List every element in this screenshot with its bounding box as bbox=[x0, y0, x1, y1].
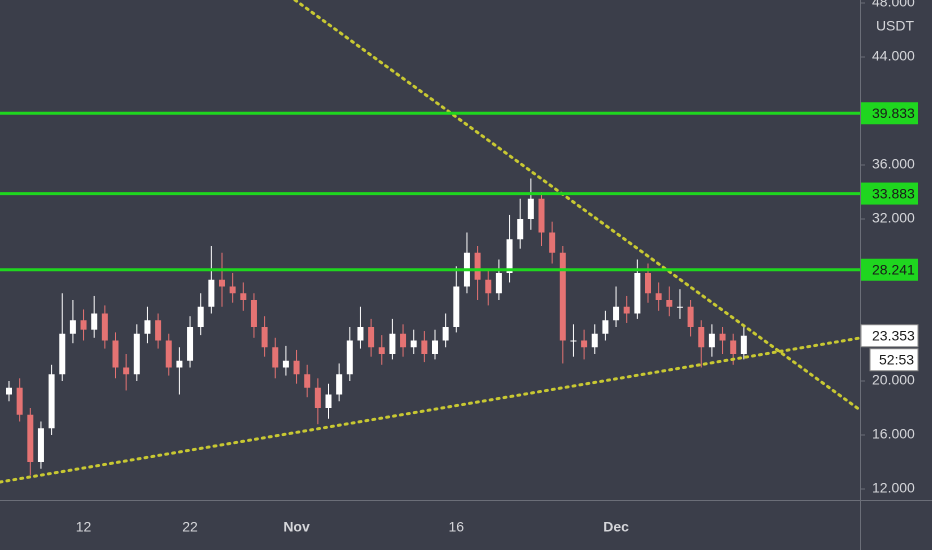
last-price-box bbox=[860, 324, 919, 348]
candle-body bbox=[91, 313, 98, 330]
y-tick-label: 48.000 bbox=[872, 0, 915, 10]
candle-body bbox=[229, 286, 236, 294]
candle-body bbox=[432, 340, 438, 354]
x-tick-label: Nov bbox=[283, 519, 310, 535]
candle-body bbox=[485, 279, 492, 294]
candle-body bbox=[133, 333, 140, 375]
candle-body bbox=[549, 232, 556, 253]
countdown-box bbox=[869, 348, 919, 372]
candle-body bbox=[123, 367, 130, 375]
level-label: 39.833 bbox=[872, 105, 915, 121]
candle-body bbox=[698, 326, 705, 348]
candle-body bbox=[27, 414, 34, 462]
y-tick-label: 32.000 bbox=[872, 210, 915, 226]
candle-body bbox=[676, 306, 683, 308]
candle-body bbox=[336, 374, 343, 395]
candle-body bbox=[613, 306, 620, 321]
candle-body bbox=[527, 198, 534, 219]
candle-body bbox=[581, 340, 588, 348]
candle-body bbox=[645, 272, 651, 294]
currency-label: USDT bbox=[876, 18, 915, 34]
candle-body bbox=[272, 347, 279, 368]
candle-body bbox=[655, 293, 662, 300]
candle-body bbox=[261, 326, 268, 348]
plot bbox=[6, 178, 747, 476]
candle-body bbox=[740, 335, 747, 354]
candle-body bbox=[37, 428, 44, 462]
candle-body bbox=[378, 347, 385, 354]
level-label-box bbox=[861, 182, 918, 205]
candle-body bbox=[112, 340, 119, 368]
level-label: 28.241 bbox=[872, 261, 915, 277]
candle-body bbox=[346, 340, 353, 375]
candle-body bbox=[165, 340, 172, 368]
candle-body bbox=[59, 333, 66, 375]
candle-body bbox=[80, 320, 87, 330]
candle-body bbox=[708, 333, 715, 348]
trend-line bbox=[293, 0, 862, 412]
candle-body bbox=[410, 340, 417, 348]
candle-body bbox=[304, 374, 311, 388]
candle-body bbox=[623, 306, 630, 314]
level-label-box bbox=[861, 258, 918, 281]
candle-body bbox=[400, 333, 407, 348]
y-tick-label: 12.000 bbox=[872, 480, 915, 496]
candle-body bbox=[730, 340, 737, 354]
candle-body bbox=[187, 326, 194, 361]
y-tick-label: 44.000 bbox=[872, 48, 915, 64]
candle-body bbox=[325, 394, 332, 408]
candle-body bbox=[421, 340, 428, 354]
countdown-label: 52:53 bbox=[879, 351, 914, 367]
x-tick-label: 16 bbox=[449, 519, 465, 535]
candle-body bbox=[282, 360, 289, 368]
x-tick-label: Dec bbox=[603, 519, 629, 535]
candle-body bbox=[453, 286, 460, 327]
candle-body bbox=[687, 306, 694, 327]
candle-body bbox=[155, 320, 162, 341]
candle-body bbox=[666, 299, 673, 307]
y-tick-label: 36.000 bbox=[872, 156, 915, 172]
y-tick-label: 20.000 bbox=[872, 372, 915, 388]
candle-body bbox=[591, 333, 598, 348]
candle-body bbox=[101, 313, 108, 341]
level-label: 33.883 bbox=[872, 185, 915, 201]
candle-body bbox=[506, 239, 513, 273]
candle-body bbox=[144, 320, 151, 334]
candle-body bbox=[16, 387, 23, 415]
candle-body bbox=[474, 252, 481, 280]
candle-body bbox=[495, 272, 502, 294]
level-label-box bbox=[861, 102, 918, 125]
candle-body bbox=[442, 326, 449, 341]
x-tick-label: 22 bbox=[182, 519, 198, 535]
candle-body bbox=[357, 326, 364, 341]
candle-body bbox=[176, 360, 183, 368]
candle-body bbox=[538, 198, 545, 233]
last-price-label: 23.353 bbox=[872, 327, 915, 343]
candle-body bbox=[602, 320, 609, 334]
candle-body bbox=[389, 333, 396, 354]
candle-body bbox=[293, 360, 300, 375]
candle-body bbox=[314, 387, 321, 408]
candle-body bbox=[6, 387, 12, 395]
candle-body bbox=[197, 306, 204, 327]
trend-line bbox=[0, 336, 862, 484]
candle-body bbox=[48, 374, 55, 429]
candle-body bbox=[517, 218, 524, 240]
candle-body bbox=[250, 299, 257, 327]
candle-body bbox=[240, 293, 247, 300]
candle-body bbox=[634, 272, 641, 314]
candle-body bbox=[219, 279, 225, 287]
y-tick-label: 16.000 bbox=[872, 426, 915, 442]
x-tick-label: 12 bbox=[76, 519, 92, 535]
candle-body bbox=[208, 279, 215, 307]
candle-body bbox=[570, 340, 577, 342]
candle-body bbox=[368, 326, 375, 348]
candle-body bbox=[69, 320, 76, 334]
candle-body bbox=[559, 252, 566, 341]
candle-body bbox=[719, 333, 726, 341]
